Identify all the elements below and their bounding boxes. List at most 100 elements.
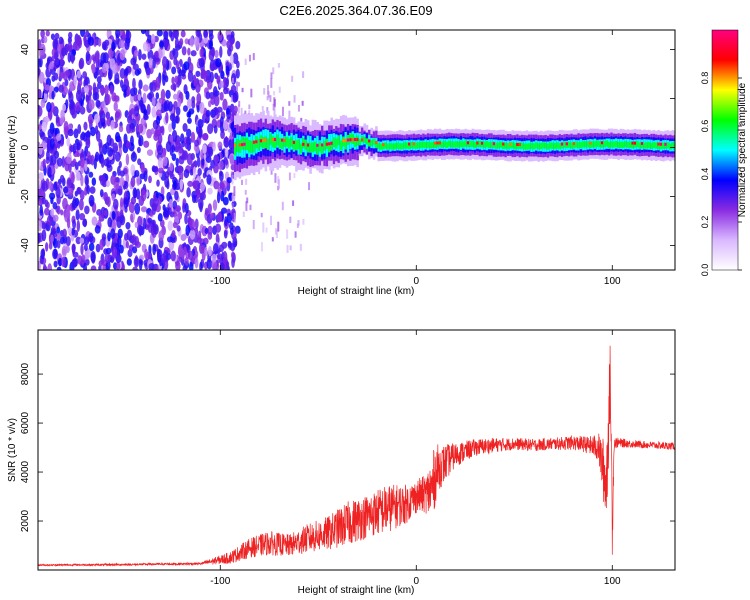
heat-cell (431, 141, 435, 149)
heat-cell (160, 253, 166, 264)
colorbar-tick-label: 0.8 (700, 72, 710, 85)
heat-cell (130, 196, 137, 205)
heat-cell (200, 149, 204, 160)
heat-cell (98, 213, 105, 222)
heat-cell (38, 105, 43, 117)
heat-cell (556, 142, 559, 149)
heat-cell (130, 176, 136, 188)
heat-cell (125, 153, 130, 166)
snr-y-ticks: 2000 4000 6000 8000 (20, 363, 675, 532)
heat-cell (196, 92, 202, 105)
heat-cell (66, 217, 71, 229)
heat-cell (260, 242, 263, 252)
heat-cell (222, 98, 228, 111)
heat-cell (68, 161, 72, 173)
heat-cell (248, 140, 251, 153)
heat-cell (107, 231, 111, 242)
heat-cell (45, 242, 49, 252)
heat-cell (619, 141, 623, 148)
heat-cell (106, 180, 110, 188)
heat-cell (223, 87, 229, 95)
heat-cell (49, 138, 55, 150)
heat-cell (194, 139, 200, 147)
heat-cell (84, 205, 90, 215)
heat-cell (323, 140, 326, 151)
heat-cell (230, 251, 235, 259)
x-tick-label: 100 (604, 276, 621, 287)
heat-cell (311, 142, 315, 153)
heat-cell (79, 237, 85, 244)
heat-cell (273, 91, 276, 96)
heat-cell (209, 71, 214, 83)
heat-cell (655, 142, 658, 149)
heat-cell (190, 50, 197, 57)
heat-cell (168, 123, 173, 133)
heat-cell (164, 171, 170, 179)
heat-cell (151, 203, 157, 216)
heat-cell (61, 47, 67, 57)
heat-cell (62, 228, 67, 238)
heat-cell (671, 142, 675, 149)
heat-cell (223, 229, 228, 239)
heat-cell (128, 201, 135, 214)
heat-cell (145, 67, 151, 76)
heat-cell (100, 52, 107, 64)
heat-cell (75, 236, 82, 245)
heat-cell (191, 96, 196, 104)
heat-cell (171, 66, 177, 75)
heat-cell (224, 135, 229, 148)
heat-cell (184, 142, 189, 150)
heat-cell (205, 91, 211, 100)
heat-cell (539, 142, 543, 150)
heat-cell (182, 105, 188, 112)
heat-cell (274, 173, 277, 183)
heat-cell (203, 35, 209, 44)
heat-cell (132, 246, 138, 254)
heat-cell (462, 141, 465, 148)
heat-cell (586, 141, 590, 148)
heat-cell (125, 240, 129, 249)
heat-cell (143, 109, 148, 116)
heat-cell (94, 52, 100, 63)
heat-cell (321, 144, 324, 155)
heat-cell (75, 171, 81, 182)
heat-cell (393, 143, 397, 150)
heat-cell (233, 212, 236, 223)
heat-cell (233, 186, 236, 196)
heat-cell (82, 219, 87, 227)
heat-cell (302, 142, 307, 146)
heat-cell (216, 106, 223, 113)
heat-cell (130, 164, 136, 177)
heat-cell (252, 53, 255, 61)
heat-cell (152, 166, 159, 173)
heat-cell (266, 138, 270, 150)
heat-cell (168, 30, 173, 38)
heat-cell (119, 67, 126, 79)
heat-cell (172, 48, 179, 59)
heat-cell (50, 234, 54, 244)
heat-cell (246, 197, 249, 204)
heat-cell (525, 143, 529, 150)
heat-cell (56, 205, 61, 215)
heat-cell (207, 203, 212, 214)
heat-cell (224, 158, 229, 166)
heat-cell (221, 39, 227, 47)
heat-cell (215, 57, 222, 68)
heat-cell (607, 141, 611, 148)
heat-cell (271, 138, 275, 142)
heat-cell (131, 234, 137, 246)
heat-cell (370, 140, 374, 147)
heat-cell (116, 216, 122, 229)
colorbar-gradient (711, 29, 739, 271)
colorbar-tick-label: 0.4 (700, 168, 710, 181)
heat-cell (105, 247, 112, 255)
heat-cell (615, 140, 618, 148)
heat-cell (662, 142, 665, 149)
heat-cell (147, 34, 152, 44)
heat-cell (292, 200, 295, 206)
heat-cell (657, 142, 660, 150)
heat-cell (123, 180, 129, 190)
heat-cell (189, 36, 195, 47)
x-tick-label: 100 (604, 576, 621, 587)
